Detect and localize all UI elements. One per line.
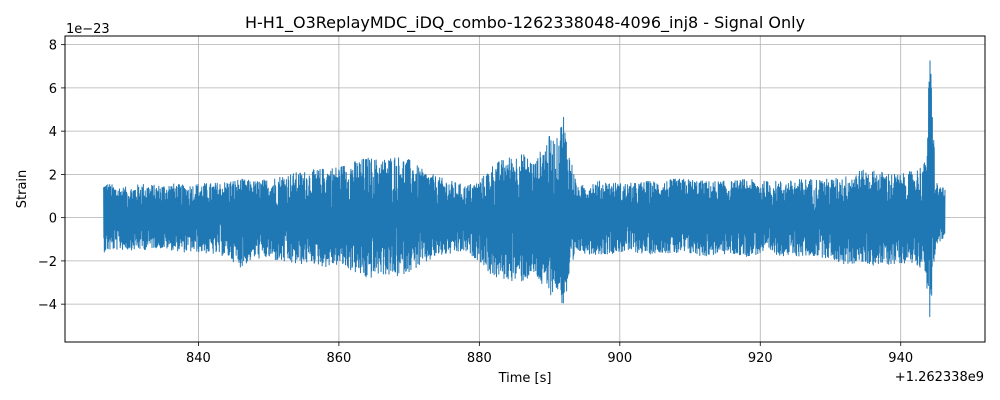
x-tick-label: 860 — [326, 351, 351, 366]
strain-spike — [929, 180, 932, 244]
strain-line — [103, 60, 946, 318]
x-offset-text: +1.262338e9 — [895, 370, 984, 385]
y-tick-label: 6 — [49, 82, 57, 97]
y-tick-label: 8 — [49, 39, 57, 54]
x-tick-label: 840 — [186, 351, 211, 366]
signal-series — [103, 60, 946, 318]
plot-area-frame — [64, 35, 986, 343]
y-tick-label: 4 — [49, 125, 57, 140]
y-scale-text: 1e−23 — [66, 22, 110, 37]
y-tick-label: −2 — [38, 255, 57, 270]
y-tick-label: 2 — [49, 168, 57, 183]
y-tick-label: 0 — [49, 212, 57, 227]
x-axis-label: Time [s] — [498, 371, 552, 386]
y-axis-label: Strain — [15, 170, 30, 209]
chart-title: H-H1_O3ReplayMDC_iDQ_combo-1262338048-40… — [245, 13, 805, 33]
axis-ticks: 840 860 880 900 920 940 −4 −2 0 2 4 6 8 — [38, 39, 913, 366]
x-tick-label: 920 — [748, 351, 773, 366]
x-tick-label: 880 — [467, 351, 492, 366]
x-tick-label: 900 — [607, 351, 632, 366]
y-tick-label: −4 — [38, 298, 57, 313]
x-tick-label: 940 — [888, 351, 913, 366]
